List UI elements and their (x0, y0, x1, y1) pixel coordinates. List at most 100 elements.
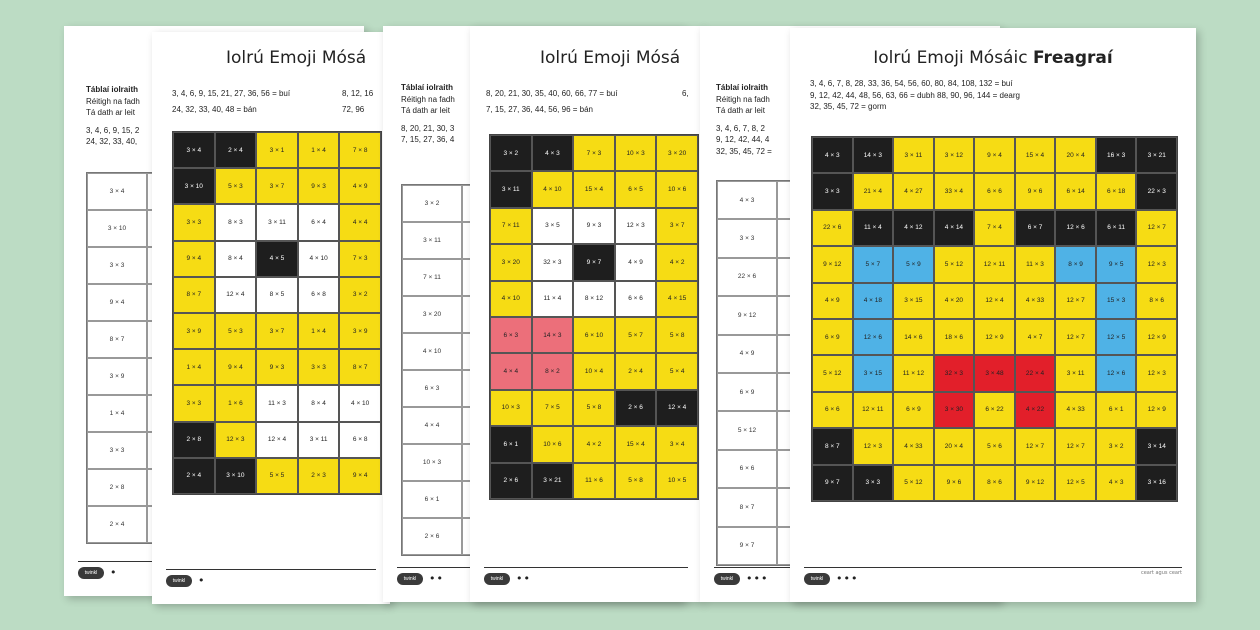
mosaic-cell: 5 × 3 (214, 168, 257, 205)
mosaic-cell: 1 × 4 (297, 132, 340, 169)
color-code-line: 8, 20, 21, 30, 35, 40, 60, 66, 77 = buí (486, 89, 618, 98)
twinkl-logo: twinkl (804, 573, 830, 585)
color-code-line: 3, 4, 6, 9, 15, 2 (86, 125, 140, 135)
mosaic-cell: 12 × 5 (1095, 319, 1137, 356)
mosaic-cell: 6 × 3 (490, 317, 532, 354)
page-title: Iolrú Emoji Mósáic Freagraí (790, 48, 1196, 68)
mosaic-cell: 3 × 2 (1095, 428, 1137, 465)
mosaic-cell: 3 × 15 (852, 355, 894, 392)
mosaic-cell: 9 × 3 (256, 349, 298, 386)
twinkl-logo: twinkl (484, 573, 510, 585)
difficulty-dots: •• (429, 572, 444, 585)
mosaic-cell: 12 × 7 (1055, 428, 1096, 465)
mosaic-cell: 11 × 6 (573, 462, 615, 499)
mosaic-cell: 12 × 7 (1136, 209, 1177, 247)
mosaic-cell: 3 × 3 (297, 349, 340, 386)
mosaic-cell: 4 × 9 (339, 168, 381, 205)
mosaic-cell: 14 × 3 (852, 137, 894, 174)
color-code-line: 8, 20, 21, 30, 3 (401, 123, 455, 133)
mosaic-cell: 10 × 5 (656, 462, 698, 499)
mosaic-cell: 9 × 7 (812, 464, 853, 501)
page-footer: twinkl • (166, 569, 376, 590)
mosaic-cell: 8 × 7 (173, 276, 215, 313)
color-code-line: 3, 4, 6, 9, 15, 21, 27, 36, 56 = buí (172, 89, 291, 98)
mosaic-cell: 4 × 18 (852, 282, 894, 319)
mosaic-cell: 5 × 8 (614, 462, 657, 499)
mosaic-cell: 15 × 4 (614, 426, 657, 463)
mosaic-cell: 4 × 7 (1014, 319, 1056, 356)
mosaic-cell: 3 × 16 (1136, 464, 1177, 501)
mosaic-cell: 3 × 14 (1136, 428, 1177, 465)
mosaic-cell: 9 × 6 (1014, 173, 1056, 210)
mosaic-cell: 3 × 11 (490, 171, 532, 208)
color-code-line: 3, 4, 6, 7, 8, 2 (716, 123, 765, 133)
mosaic-cell: 9 × 12 (812, 246, 853, 283)
mosaic-cell: 14 × 3 (531, 317, 574, 354)
mosaic-cell: 4 × 10 (531, 171, 574, 208)
mosaic-cell: 8 × 2 (531, 353, 574, 390)
mosaic-cell: 4 × 9 (614, 244, 657, 281)
grid-cell: 4 × 10 (402, 333, 462, 370)
grid-cell: 3 × 2 (402, 185, 462, 222)
mosaic-cell: 12 × 11 (974, 246, 1015, 283)
color-code-fragment: 6, (682, 89, 689, 98)
mosaic-cell: 6 × 7 (1014, 209, 1056, 247)
difficulty-dots: • (110, 566, 118, 579)
mosaic-cell: 21 × 4 (852, 173, 894, 210)
mosaic-cell: 22 × 6 (812, 209, 853, 247)
mosaic-cell: 20 × 4 (933, 428, 975, 465)
mosaic-cell: 2 × 4 (614, 353, 657, 390)
mosaic-cell: 6 × 11 (1095, 209, 1137, 247)
mosaic-cell: 6 × 9 (812, 319, 853, 356)
mosaic-cell: 8 × 3 (214, 204, 257, 241)
mosaic-cell: 5 × 8 (573, 389, 615, 427)
color-code-line: 7, 15, 27, 36, 44, 56, 96 = bán (486, 104, 593, 114)
mosaic-cell: 8 × 12 (573, 280, 615, 317)
grid-cell: 2 × 6 (402, 518, 462, 555)
mosaic-cell: 2 × 6 (490, 462, 532, 499)
mosaic-cell: 1 × 4 (297, 313, 340, 350)
mosaic-cell: 6 × 5 (614, 171, 657, 208)
grid-cell: 4 × 4 (402, 407, 462, 444)
color-code-fragment: 8, 12, 16 (342, 89, 374, 98)
mosaic-cell: 3 × 9 (339, 313, 381, 350)
mosaic-cell: 12 × 3 (614, 207, 657, 245)
mosaic-cell: 3 × 11 (1055, 355, 1096, 392)
mosaic-cell: 7 × 4 (974, 209, 1015, 247)
mosaic-cell: 3 × 3 (173, 385, 215, 422)
mosaic-cell: 3 × 9 (173, 313, 215, 350)
mosaic-cell: 8 × 5 (256, 276, 298, 313)
twinkl-logo: twinkl (397, 573, 423, 585)
mosaic-cell: 7 × 8 (339, 132, 381, 169)
grid-cell: 22 × 6 (717, 257, 777, 297)
mosaic-cell: 8 × 4 (297, 385, 340, 422)
mosaic-cell: 3 × 10 (173, 168, 215, 205)
mosaic-cell: 9 × 6 (933, 464, 975, 501)
mosaic-cell: 6 × 1 (1095, 391, 1137, 429)
grid-cell: 3 × 20 (402, 296, 462, 333)
mosaic-cell: 6 × 14 (1055, 173, 1096, 210)
mosaic-cell: 3 × 11 (297, 421, 340, 458)
mosaic-cell: 12 × 6 (852, 319, 894, 356)
mosaic-cell: 11 × 12 (893, 355, 934, 392)
mosaic-cell: 2 × 6 (614, 389, 657, 427)
mosaic-cell: 10 × 6 (656, 171, 698, 208)
mosaic-cell: 8 × 6 (1136, 282, 1177, 319)
mosaic-cell: 3 × 21 (1136, 137, 1177, 174)
mosaic-cell: 10 × 3 (490, 389, 532, 427)
twinkl-logo: twinkl (714, 573, 740, 585)
instructions-line: Réitigh na fadh (86, 96, 140, 106)
mosaic-cell: 3 × 21 (531, 462, 574, 499)
instructions-line: Réitigh na fadh (401, 94, 455, 104)
mosaic-cell: 4 × 3 (531, 135, 574, 172)
page-4-meta-right: 6, (682, 88, 689, 100)
mosaic-cell: 3 × 15 (893, 282, 934, 319)
mosaic-cell: 16 × 3 (1095, 137, 1137, 174)
mosaic-cell: 4 × 9 (812, 282, 853, 319)
mosaic-cell: 9 × 12 (1014, 464, 1056, 501)
mosaic-cell: 12 × 7 (1055, 319, 1096, 356)
page-2-meta-right: 8, 12, 16 72, 96 (342, 88, 373, 115)
instructions-line: Tá dath ar leit (86, 108, 135, 118)
grid-cell: 8 × 7 (87, 321, 147, 358)
